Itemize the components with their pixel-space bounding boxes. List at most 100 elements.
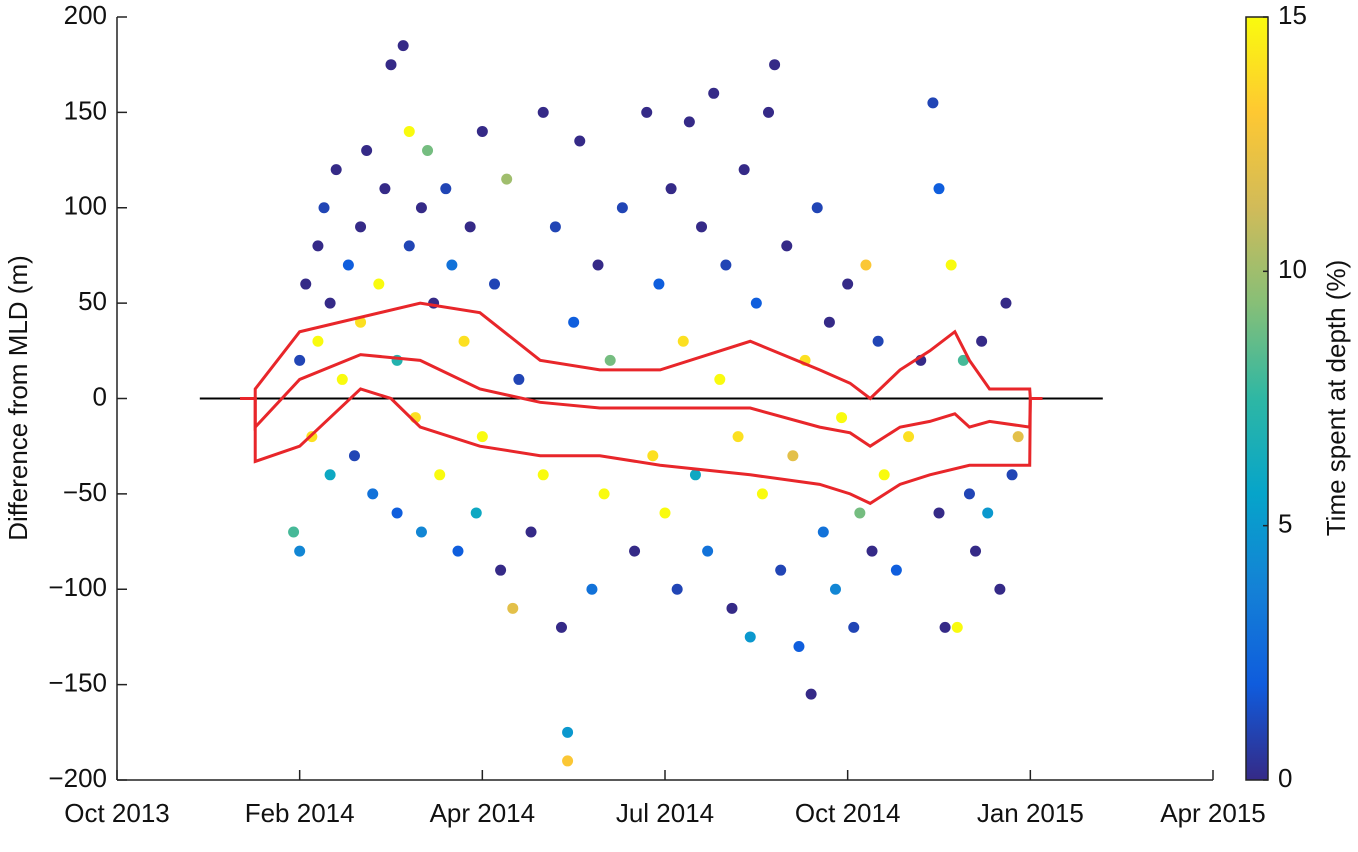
colorbar-tick-label: 10 [1278, 254, 1307, 284]
scatter-point [562, 755, 574, 767]
scatter-point [653, 278, 665, 290]
scatter-point [367, 488, 379, 500]
scatter-point [555, 621, 567, 633]
scatter-point [549, 221, 561, 233]
scatter-point [574, 135, 586, 147]
scatter-point [458, 335, 470, 347]
scatter-point [312, 335, 324, 347]
scatter-point [744, 631, 756, 643]
scatter-point [903, 431, 915, 443]
scatter-point [336, 373, 348, 385]
colorbar-tick-label: 5 [1278, 509, 1292, 539]
scatter-point [671, 583, 683, 595]
scatter-point [288, 526, 300, 538]
scatter-point [927, 97, 939, 109]
scatter-point [403, 240, 415, 252]
scatter-point [872, 335, 884, 347]
scatter-point [361, 145, 373, 157]
scatter-point [513, 373, 525, 385]
scatter-point [604, 354, 616, 366]
scatter-point [970, 545, 982, 557]
scatter-point [775, 564, 787, 576]
scatter-point [836, 412, 848, 424]
scatter-point [817, 526, 829, 538]
y-tick-label: −50 [63, 477, 107, 507]
scatter-point [318, 202, 330, 214]
scatter-point [586, 583, 598, 595]
scatter-point [878, 469, 890, 481]
x-tick-label: Oct 2013 [64, 798, 170, 828]
scatter-point [470, 507, 482, 519]
scatter-point [348, 450, 360, 462]
scatter-point [294, 354, 306, 366]
scatter-point [324, 297, 336, 309]
scatter-point [647, 450, 659, 462]
x-tick-label: Jul 2014 [616, 798, 714, 828]
x-tick-label: Oct 2014 [795, 798, 901, 828]
scatter-point [756, 488, 768, 500]
scatter-point [568, 316, 580, 328]
scatter-point [811, 202, 823, 214]
scatter-point [732, 431, 744, 443]
colorbar [1245, 16, 1269, 781]
scatter-point [355, 221, 367, 233]
scatter-point [720, 259, 732, 271]
scatter-point [446, 259, 458, 271]
quantile-line [239, 387, 1043, 506]
scatter-point [890, 564, 902, 576]
scatter-point [683, 116, 695, 128]
y-axis-label: Difference from MLD (m) [3, 255, 33, 541]
scatter-point [342, 259, 354, 271]
scatter-point [300, 278, 312, 290]
scatter-point [702, 545, 714, 557]
scatter-point [957, 354, 969, 366]
y-tick-label: 200 [64, 0, 107, 30]
scatter-point [677, 335, 689, 347]
scatter-point [665, 183, 677, 195]
scatter-point [866, 545, 878, 557]
scatter-point [963, 488, 975, 500]
scatter-point [476, 431, 488, 443]
colorbar-tick-label: 0 [1278, 763, 1292, 793]
scatter-point [829, 583, 841, 595]
scatter-point [842, 278, 854, 290]
scatter-point [1012, 431, 1024, 443]
scatter-point [769, 59, 781, 71]
y-tick-label: 150 [64, 95, 107, 125]
y-tick-label: −100 [48, 572, 107, 602]
x-tick-label: Jan 2015 [977, 798, 1084, 828]
scatter-point [939, 621, 951, 633]
scatter-point [312, 240, 324, 252]
scatter-point [793, 640, 805, 652]
scatter-point [976, 335, 988, 347]
scatter-point [689, 469, 701, 481]
x-tick-label: Apr 2014 [430, 798, 536, 828]
scatter-point [464, 221, 476, 233]
scatter-point [1000, 297, 1012, 309]
scatter-point [434, 469, 446, 481]
scatter-point [994, 583, 1006, 595]
scatter-point [537, 469, 549, 481]
scatter-point [1006, 469, 1018, 481]
scatter-point [324, 469, 336, 481]
scatter-point [385, 59, 397, 71]
scatter-point [933, 183, 945, 195]
scatter-point [696, 221, 708, 233]
scatter-point [397, 40, 409, 52]
scatter-point [823, 316, 835, 328]
y-tick-label: 100 [64, 191, 107, 221]
x-tick-label: Feb 2014 [245, 798, 355, 828]
y-tick-label: −150 [48, 668, 107, 698]
scatter-point [507, 602, 519, 614]
scatter-point [787, 450, 799, 462]
scatter-point [629, 545, 641, 557]
scatter-point [951, 621, 963, 633]
y-tick-label: 50 [78, 286, 107, 316]
colorbar-tick-label: 15 [1278, 0, 1307, 30]
scatter-point [373, 278, 385, 290]
scatter-point [501, 173, 513, 185]
scatter-point [422, 145, 434, 157]
scatter-point [476, 125, 488, 137]
scatter-point [659, 507, 671, 519]
scatter-point [592, 259, 604, 271]
